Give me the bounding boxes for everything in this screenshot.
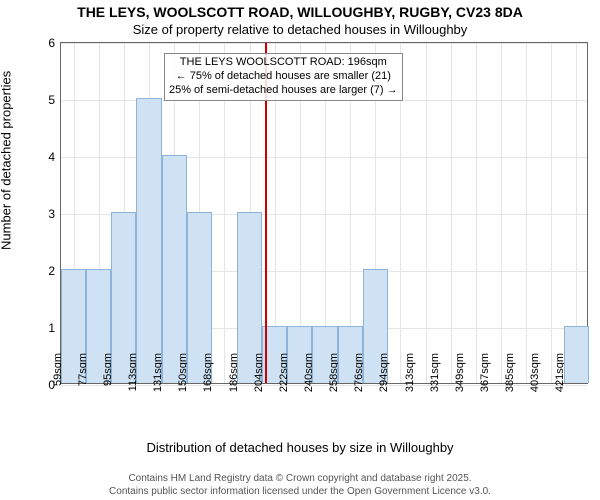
x-tick-label: 331sqm [425,353,441,413]
annotation-line: THE LEYS WOOLSCOTT ROAD: 196sqm [169,56,398,70]
footer-line-1: Contains HM Land Registry data © Crown c… [0,473,600,484]
x-tick-label: 367sqm [475,353,491,413]
x-tick-label: 294sqm [374,353,390,413]
chart-title: THE LEYS, WOOLSCOTT ROAD, WILLOUGHBY, RU… [0,4,600,20]
gridline-vertical [476,43,477,383]
chart-subtitle: Size of property relative to detached ho… [0,22,600,37]
y-tick-label: 6 [48,36,61,50]
x-tick-label: 403sqm [525,353,541,413]
y-tick-label: 2 [48,264,61,278]
gridline-horizontal [61,43,587,44]
gridline-vertical [426,43,427,383]
plot-area: 012345659sqm77sqm95sqm113sqm131sqm150sqm… [60,42,588,384]
x-axis-label: Distribution of detached houses by size … [0,440,600,455]
y-axis-label: Number of detached properties [0,71,14,250]
y-tick-label: 5 [48,93,61,107]
x-tick-label: 168sqm [198,353,214,413]
gridline-vertical [551,43,552,383]
histogram-bar [162,155,187,383]
y-tick-label: 4 [48,150,61,164]
x-tick-label: 313sqm [400,353,416,413]
annotation-box: THE LEYS WOOLSCOTT ROAD: 196sqm← 75% of … [164,53,403,100]
annotation-line: 25% of semi-detached houses are larger (… [169,84,398,98]
gridline-vertical [526,43,527,383]
annotation-line: ← 75% of detached houses are smaller (21… [169,70,398,84]
histogram-bar [564,326,589,383]
y-tick-label: 3 [48,207,61,221]
x-tick-label: 349sqm [450,353,466,413]
x-tick-label: 385sqm [500,353,516,413]
y-tick-label: 1 [48,321,61,335]
footer-line-2: Contains public sector information licen… [0,486,600,497]
histogram-bar [136,98,161,383]
gridline-vertical [451,43,452,383]
chart-container: { "chart":{ "type":"histogram", "title_l… [0,0,600,500]
gridline-vertical [501,43,502,383]
